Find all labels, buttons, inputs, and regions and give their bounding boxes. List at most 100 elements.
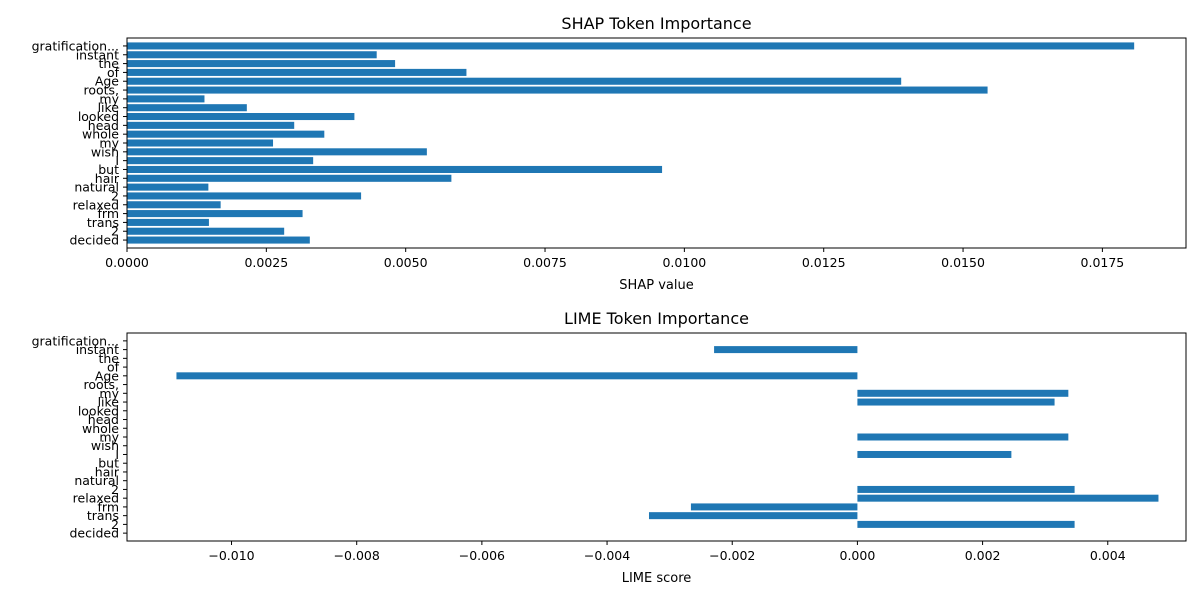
shap-bar-21: [127, 227, 285, 235]
shap-xtick-label-1: 0.0025: [244, 255, 288, 270]
lime-bar-4: [176, 372, 858, 380]
lime-ytick-label-1: instant: [76, 342, 119, 357]
shap-bar-16: [127, 183, 209, 191]
lime-xtick-label-1: −0.008: [334, 548, 380, 563]
lime-ytick-label-4: Age: [95, 368, 119, 383]
shap-bar-7: [127, 104, 247, 112]
shap-bar-13: [127, 157, 314, 165]
lime-xtick-label-4: −0.002: [709, 548, 755, 563]
shap-ytick-label-7: like: [98, 100, 120, 115]
shap-ytick-label-6: my: [99, 91, 119, 106]
shap-ytick-label-22: decided: [69, 233, 119, 248]
shap-bar-5: [127, 86, 988, 94]
shap-ytick-label-14: but: [98, 162, 119, 177]
shap-bar-15: [127, 174, 452, 182]
lime-bar-17: [857, 485, 1075, 493]
shap-bar-3: [127, 68, 467, 76]
shap-ytick-label-0: gratification...: [32, 38, 119, 53]
lime-xlabel: LIME score: [622, 571, 692, 586]
shap-ytick-label-17: 2: [111, 188, 119, 203]
shap-xtick-label-4: 0.0100: [662, 255, 706, 270]
shap-xtick-label-6: 0.0150: [941, 255, 985, 270]
shap-chart-title: SHAP Token Importance: [561, 14, 751, 33]
lime-bar-20: [648, 512, 858, 520]
lime-ytick-label-6: my: [99, 386, 119, 401]
lime-xtick-label-7: 0.004: [1090, 548, 1126, 563]
lime-bar-18: [857, 494, 1159, 502]
shap-ytick-label-16: natural: [74, 180, 119, 195]
shap-ytick-label-8: looked: [78, 109, 119, 124]
shap-xtick-label-2: 0.0050: [384, 255, 428, 270]
shap-ytick-label-15: hair: [95, 171, 120, 186]
shap-ytick-label-20: trans: [87, 215, 119, 230]
lime-ytick-label-22: decided: [69, 526, 119, 541]
shap-xlabel: SHAP value: [619, 278, 693, 293]
shap-ytick-label-18: relaxed: [73, 197, 119, 212]
shap-bar-10: [127, 130, 325, 138]
shap-bar-14: [127, 165, 663, 173]
lime-ytick-label-14: but: [98, 456, 119, 471]
shap-xtick-label-5: 0.0125: [802, 255, 846, 270]
lime-ytick-label-8: looked: [78, 403, 119, 418]
shap-xtick-label-0: 0.0000: [105, 255, 149, 270]
lime-bar-6: [857, 389, 1069, 397]
shap-bar-18: [127, 201, 221, 209]
lime-ytick-label-17: 2: [111, 482, 119, 497]
shap-bar-4: [127, 77, 902, 85]
shap-ytick-label-13: I: [115, 153, 119, 168]
lime-ytick-label-12: wish: [91, 438, 119, 453]
shap-ytick-label-21: 2: [111, 224, 119, 239]
lime-xtick-label-5: 0.000: [840, 548, 876, 563]
lime-ytick-label-7: like: [98, 395, 120, 410]
lime-ytick-label-3: of: [107, 360, 120, 375]
shap-bar-17: [127, 192, 362, 200]
lime-bar-13: [857, 450, 1012, 458]
lime-xtick-label-3: −0.004: [584, 548, 630, 563]
lime-xtick-label-6: 0.002: [965, 548, 1001, 563]
shap-xtick-label-3: 0.0075: [523, 255, 567, 270]
shap-bar-22: [127, 236, 310, 244]
lime-chart: LIME Token Importance gratification...ins…: [32, 309, 1187, 586]
lime-bar-7: [857, 398, 1055, 406]
shap-ytick-label-2: the: [98, 56, 119, 71]
shap-bar-2: [127, 60, 396, 68]
shap-ytick-label-10: whole: [82, 127, 119, 142]
lime-ytick-label-5: roots,: [83, 377, 119, 392]
lime-ytick-label-2: the: [98, 351, 119, 366]
lime-chart-title: LIME Token Importance: [564, 309, 749, 328]
lime-xtick-label-0: −0.010: [208, 548, 254, 563]
shap-xtick-label-7: 0.0175: [1081, 255, 1125, 270]
shap-ytick-label-1: instant: [76, 47, 119, 62]
lime-ytick-label-19: frm: [98, 499, 120, 514]
shap-bar-1: [127, 51, 377, 59]
shap-bar-20: [127, 218, 209, 226]
shap-ytick-label-3: of: [107, 65, 120, 80]
shap-ytick-label-19: frm: [98, 206, 120, 221]
shap-ytick-label-12: wish: [91, 144, 119, 159]
shap-ytick-label-9: head: [88, 118, 119, 133]
shap-bar-0: [127, 42, 1135, 50]
lime-ytick-label-13: I: [115, 447, 119, 462]
lime-ytick-label-20: trans: [87, 508, 119, 523]
lime-bar-11: [857, 433, 1069, 441]
lime-ytick-label-16: natural: [74, 473, 119, 488]
shap-bar-6: [127, 95, 205, 103]
lime-ytick-label-11: my: [99, 430, 119, 445]
lime-ytick-label-18: relaxed: [73, 491, 119, 506]
lime-ytick-label-21: 2: [111, 517, 119, 532]
shap-bar-11: [127, 139, 274, 147]
lime-bar-1: [714, 346, 858, 354]
shap-ytick-label-11: my: [99, 136, 119, 151]
shap-ytick-label-4: Age: [95, 74, 119, 89]
shap-bar-9: [127, 121, 295, 129]
lime-ytick-label-9: head: [88, 412, 119, 427]
shap-chart: SHAP Token Importance gratification...ins…: [32, 14, 1187, 293]
lime-xtick-label-2: −0.006: [459, 548, 505, 563]
shap-bar-8: [127, 113, 355, 121]
lime-bar-19: [690, 503, 858, 511]
shap-ytick-label-5: roots,: [83, 83, 119, 98]
lime-bar-21: [857, 520, 1075, 528]
lime-ytick-label-15: hair: [95, 464, 120, 479]
lime-ytick-label-10: whole: [82, 421, 119, 436]
